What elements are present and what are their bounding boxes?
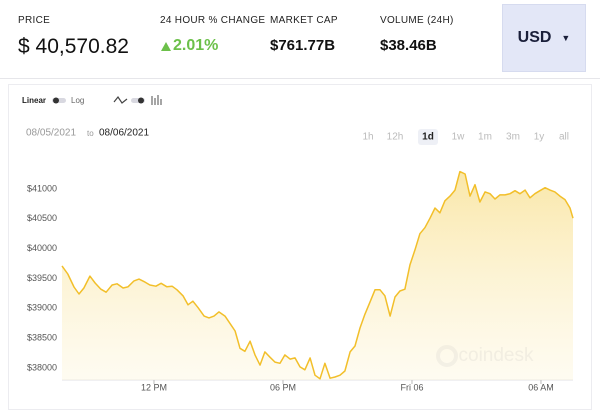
- chart-card: [8, 84, 592, 410]
- currency-select[interactable]: USD ▼: [502, 4, 586, 72]
- line-chart-icon[interactable]: [113, 95, 128, 104]
- x-tick-label: 06 AM: [528, 382, 554, 392]
- volume-label: VOLUME (24H): [380, 15, 454, 26]
- up-arrow: [161, 42, 171, 51]
- range-button[interactable]: 12h: [387, 132, 404, 143]
- scale-linear[interactable]: Linear: [22, 96, 46, 105]
- y-tick-label: $39000: [27, 303, 57, 313]
- y-tick-label: $38000: [27, 362, 57, 372]
- range-button[interactable]: 1w: [452, 132, 466, 143]
- toggle-knob: [53, 97, 59, 104]
- range-button[interactable]: all: [559, 132, 569, 143]
- y-tick-label: $39500: [27, 273, 57, 283]
- y-tick-label: $40500: [27, 213, 57, 223]
- currency: USD: [517, 29, 552, 46]
- range-button[interactable]: 3m: [506, 132, 520, 143]
- x-tick-label: 12 PM: [141, 382, 167, 392]
- market-cap-label: MARKET CAP: [270, 15, 338, 26]
- change-label: 24 HOUR % CHANGE: [160, 15, 266, 26]
- area-fill: [62, 171, 573, 380]
- scale-log[interactable]: Log: [71, 96, 84, 105]
- price-label: PRICE: [18, 15, 51, 26]
- range-active-bg: [418, 129, 438, 145]
- date-separator: to: [87, 129, 94, 138]
- candle-icon[interactable]: [151, 95, 162, 105]
- x-tick-label: 06 PM: [270, 382, 296, 392]
- y-tick-label: $41000: [27, 183, 57, 193]
- price: $ 40,570.82: [18, 35, 129, 58]
- volume: $38.46B: [380, 37, 437, 54]
- dropdown-caret: ▼: [561, 33, 571, 43]
- date-from[interactable]: 08/05/2021: [26, 128, 76, 139]
- range-button[interactable]: 1h: [362, 132, 373, 143]
- x-tick-label: Fri 06: [400, 382, 423, 392]
- range-button[interactable]: 1d: [422, 132, 434, 143]
- stats-header: PRICE $ 40,570.82 24 HOUR % CHANGE 2.01%…: [0, 0, 600, 79]
- price-line: [61, 170, 574, 380]
- range-button[interactable]: 1m: [478, 132, 492, 143]
- y-tick-label: $38500: [27, 333, 57, 343]
- range-button[interactable]: 1y: [534, 132, 545, 143]
- y-tick-label: $40000: [27, 243, 57, 253]
- date-to[interactable]: 08/06/2021: [99, 128, 149, 139]
- change: 2.01%: [173, 37, 219, 54]
- toggle-knob: [138, 97, 144, 104]
- market-cap: $761.77B: [270, 37, 336, 54]
